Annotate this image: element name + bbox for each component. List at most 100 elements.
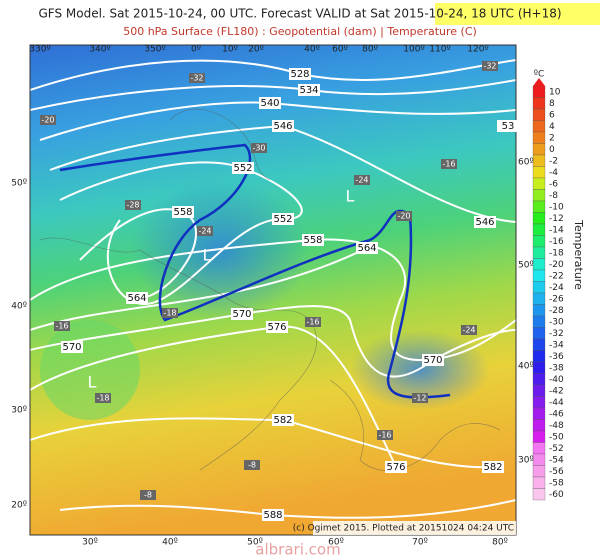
credit: (c) Ogimet 2015. Plotted at 20151024 04:… bbox=[293, 524, 514, 534]
latitude-label: 40º bbox=[518, 362, 534, 372]
contour-label: 576 bbox=[267, 322, 286, 333]
contour-label-bg bbox=[172, 206, 194, 218]
colorbar-segment bbox=[532, 350, 546, 363]
colorbar-segment bbox=[532, 154, 546, 167]
latitude-label: 20º bbox=[11, 501, 27, 511]
contour-label: 570 bbox=[232, 309, 251, 320]
colorbar-segment bbox=[532, 292, 546, 305]
contour-label: 564 bbox=[127, 293, 146, 304]
temperature-label-bg bbox=[125, 200, 141, 210]
temperature-label-bg bbox=[162, 308, 178, 318]
contour-label-bg bbox=[272, 213, 294, 225]
contour-label: 552 bbox=[233, 163, 252, 174]
title: GFS Model. Sat 2015-10-24, 00 UTC. Forec… bbox=[38, 7, 561, 21]
temperature-label-bg bbox=[95, 393, 111, 403]
colorbar-arrow bbox=[533, 78, 545, 86]
contour-label-bg bbox=[259, 97, 281, 109]
colorbar-label: -2 bbox=[549, 156, 558, 166]
contour-label: 588 bbox=[263, 510, 282, 521]
longitude-label: 40º bbox=[162, 538, 178, 548]
colorbar-segment bbox=[532, 327, 546, 340]
temperature-label-bg bbox=[251, 143, 267, 153]
temperature-label: -18 bbox=[96, 394, 109, 403]
longitude-label: 0º bbox=[191, 45, 201, 55]
contour-label: 540 bbox=[260, 98, 279, 109]
colorbar-label: -20 bbox=[549, 260, 564, 270]
contour-label: 528 bbox=[290, 69, 309, 80]
legend: 1086420-2-4-6-8-10-12-14-16-18-20-22-24-… bbox=[532, 70, 585, 501]
latitude-label: 30º bbox=[518, 456, 534, 466]
colorbar-label: 2 bbox=[549, 133, 555, 143]
temperature-label-bg bbox=[244, 460, 260, 470]
contour-label-bg bbox=[262, 509, 284, 521]
contour-label: 558 bbox=[173, 207, 192, 218]
longitude-label: 20º bbox=[248, 45, 264, 55]
warm-patch bbox=[40, 320, 140, 420]
colorbar-label: -16 bbox=[549, 237, 564, 247]
colorbar-label: -6 bbox=[549, 179, 558, 189]
longitude-label: 40º bbox=[304, 45, 320, 55]
latitude-label: 50º bbox=[518, 261, 534, 271]
contour-label: 552 bbox=[273, 214, 292, 225]
temperature-label-bg bbox=[140, 490, 156, 500]
temperature-label-bg bbox=[197, 226, 213, 236]
temperature-label: -16 bbox=[442, 160, 455, 169]
temperature-label: -24 bbox=[198, 227, 211, 236]
contour-label-bg bbox=[126, 292, 148, 304]
colorbar-label: -60 bbox=[549, 490, 564, 500]
contour-label: 534 bbox=[299, 85, 318, 96]
colorbar-segment bbox=[532, 235, 546, 248]
temperature-label-bg bbox=[412, 393, 428, 403]
temperature-label: -32 bbox=[190, 74, 203, 83]
latitude-label: 30º bbox=[11, 406, 27, 416]
colorbar-segment bbox=[532, 419, 546, 432]
temperature-label: -30 bbox=[252, 144, 265, 153]
colorbar-segment bbox=[532, 396, 546, 409]
colorbar-label: 4 bbox=[549, 122, 555, 132]
temperature-label-bg bbox=[377, 430, 393, 440]
longitude-label: 80º bbox=[362, 45, 378, 55]
temperature-label-bg bbox=[441, 159, 457, 169]
temperature-label: -12 bbox=[413, 394, 426, 403]
longitude-label: 10º bbox=[222, 45, 238, 55]
temperature-label-bg bbox=[305, 317, 321, 327]
contour-label: 564 bbox=[357, 243, 376, 254]
colorbar-label: -50 bbox=[549, 432, 564, 442]
colorbar-segment bbox=[532, 97, 546, 110]
colorbar-label: -24 bbox=[549, 283, 564, 293]
longitude-label: 330º bbox=[29, 45, 50, 55]
longitude-label: 100º bbox=[403, 45, 424, 55]
colorbar-label: -30 bbox=[549, 317, 564, 327]
colorbar-label: -4 bbox=[549, 168, 558, 178]
temperature-label: -18 bbox=[163, 309, 176, 318]
colorbar-label: 10 bbox=[549, 87, 561, 97]
contour-label-bg bbox=[266, 321, 288, 333]
temperature-label: -24 bbox=[462, 326, 475, 335]
colorbar-label: -44 bbox=[549, 398, 564, 408]
contour-label: 558 bbox=[303, 235, 322, 246]
temperature-label: -16 bbox=[55, 322, 68, 331]
watermark: albrari.com bbox=[255, 541, 340, 559]
contour-label-bg bbox=[232, 162, 254, 174]
latitude-label: 40º bbox=[11, 302, 27, 312]
colorbar-label: 0 bbox=[549, 145, 555, 155]
colorbar-label: -26 bbox=[549, 294, 564, 304]
contour-label: 546 bbox=[475, 217, 494, 228]
contour-label: 570 bbox=[423, 355, 442, 366]
longitude-label: 120º bbox=[467, 45, 488, 55]
longitude-label: 60º bbox=[332, 45, 348, 55]
temperature-label-bg bbox=[189, 73, 205, 83]
colorbar-segment bbox=[532, 131, 546, 144]
colorbar-label: -46 bbox=[549, 409, 564, 419]
temperature-label: -16 bbox=[306, 318, 319, 327]
colorbar-label: -56 bbox=[549, 467, 564, 477]
temperature-label: -8 bbox=[248, 461, 256, 470]
contour-label-bg bbox=[385, 461, 407, 473]
colorbar-segment bbox=[532, 177, 546, 190]
longitude-label: 30º bbox=[82, 538, 98, 548]
contour-label-bg bbox=[302, 234, 324, 246]
contour-label-bg bbox=[272, 120, 294, 132]
colorbar-segment bbox=[532, 108, 546, 121]
longitude-label: 60º bbox=[328, 538, 344, 548]
